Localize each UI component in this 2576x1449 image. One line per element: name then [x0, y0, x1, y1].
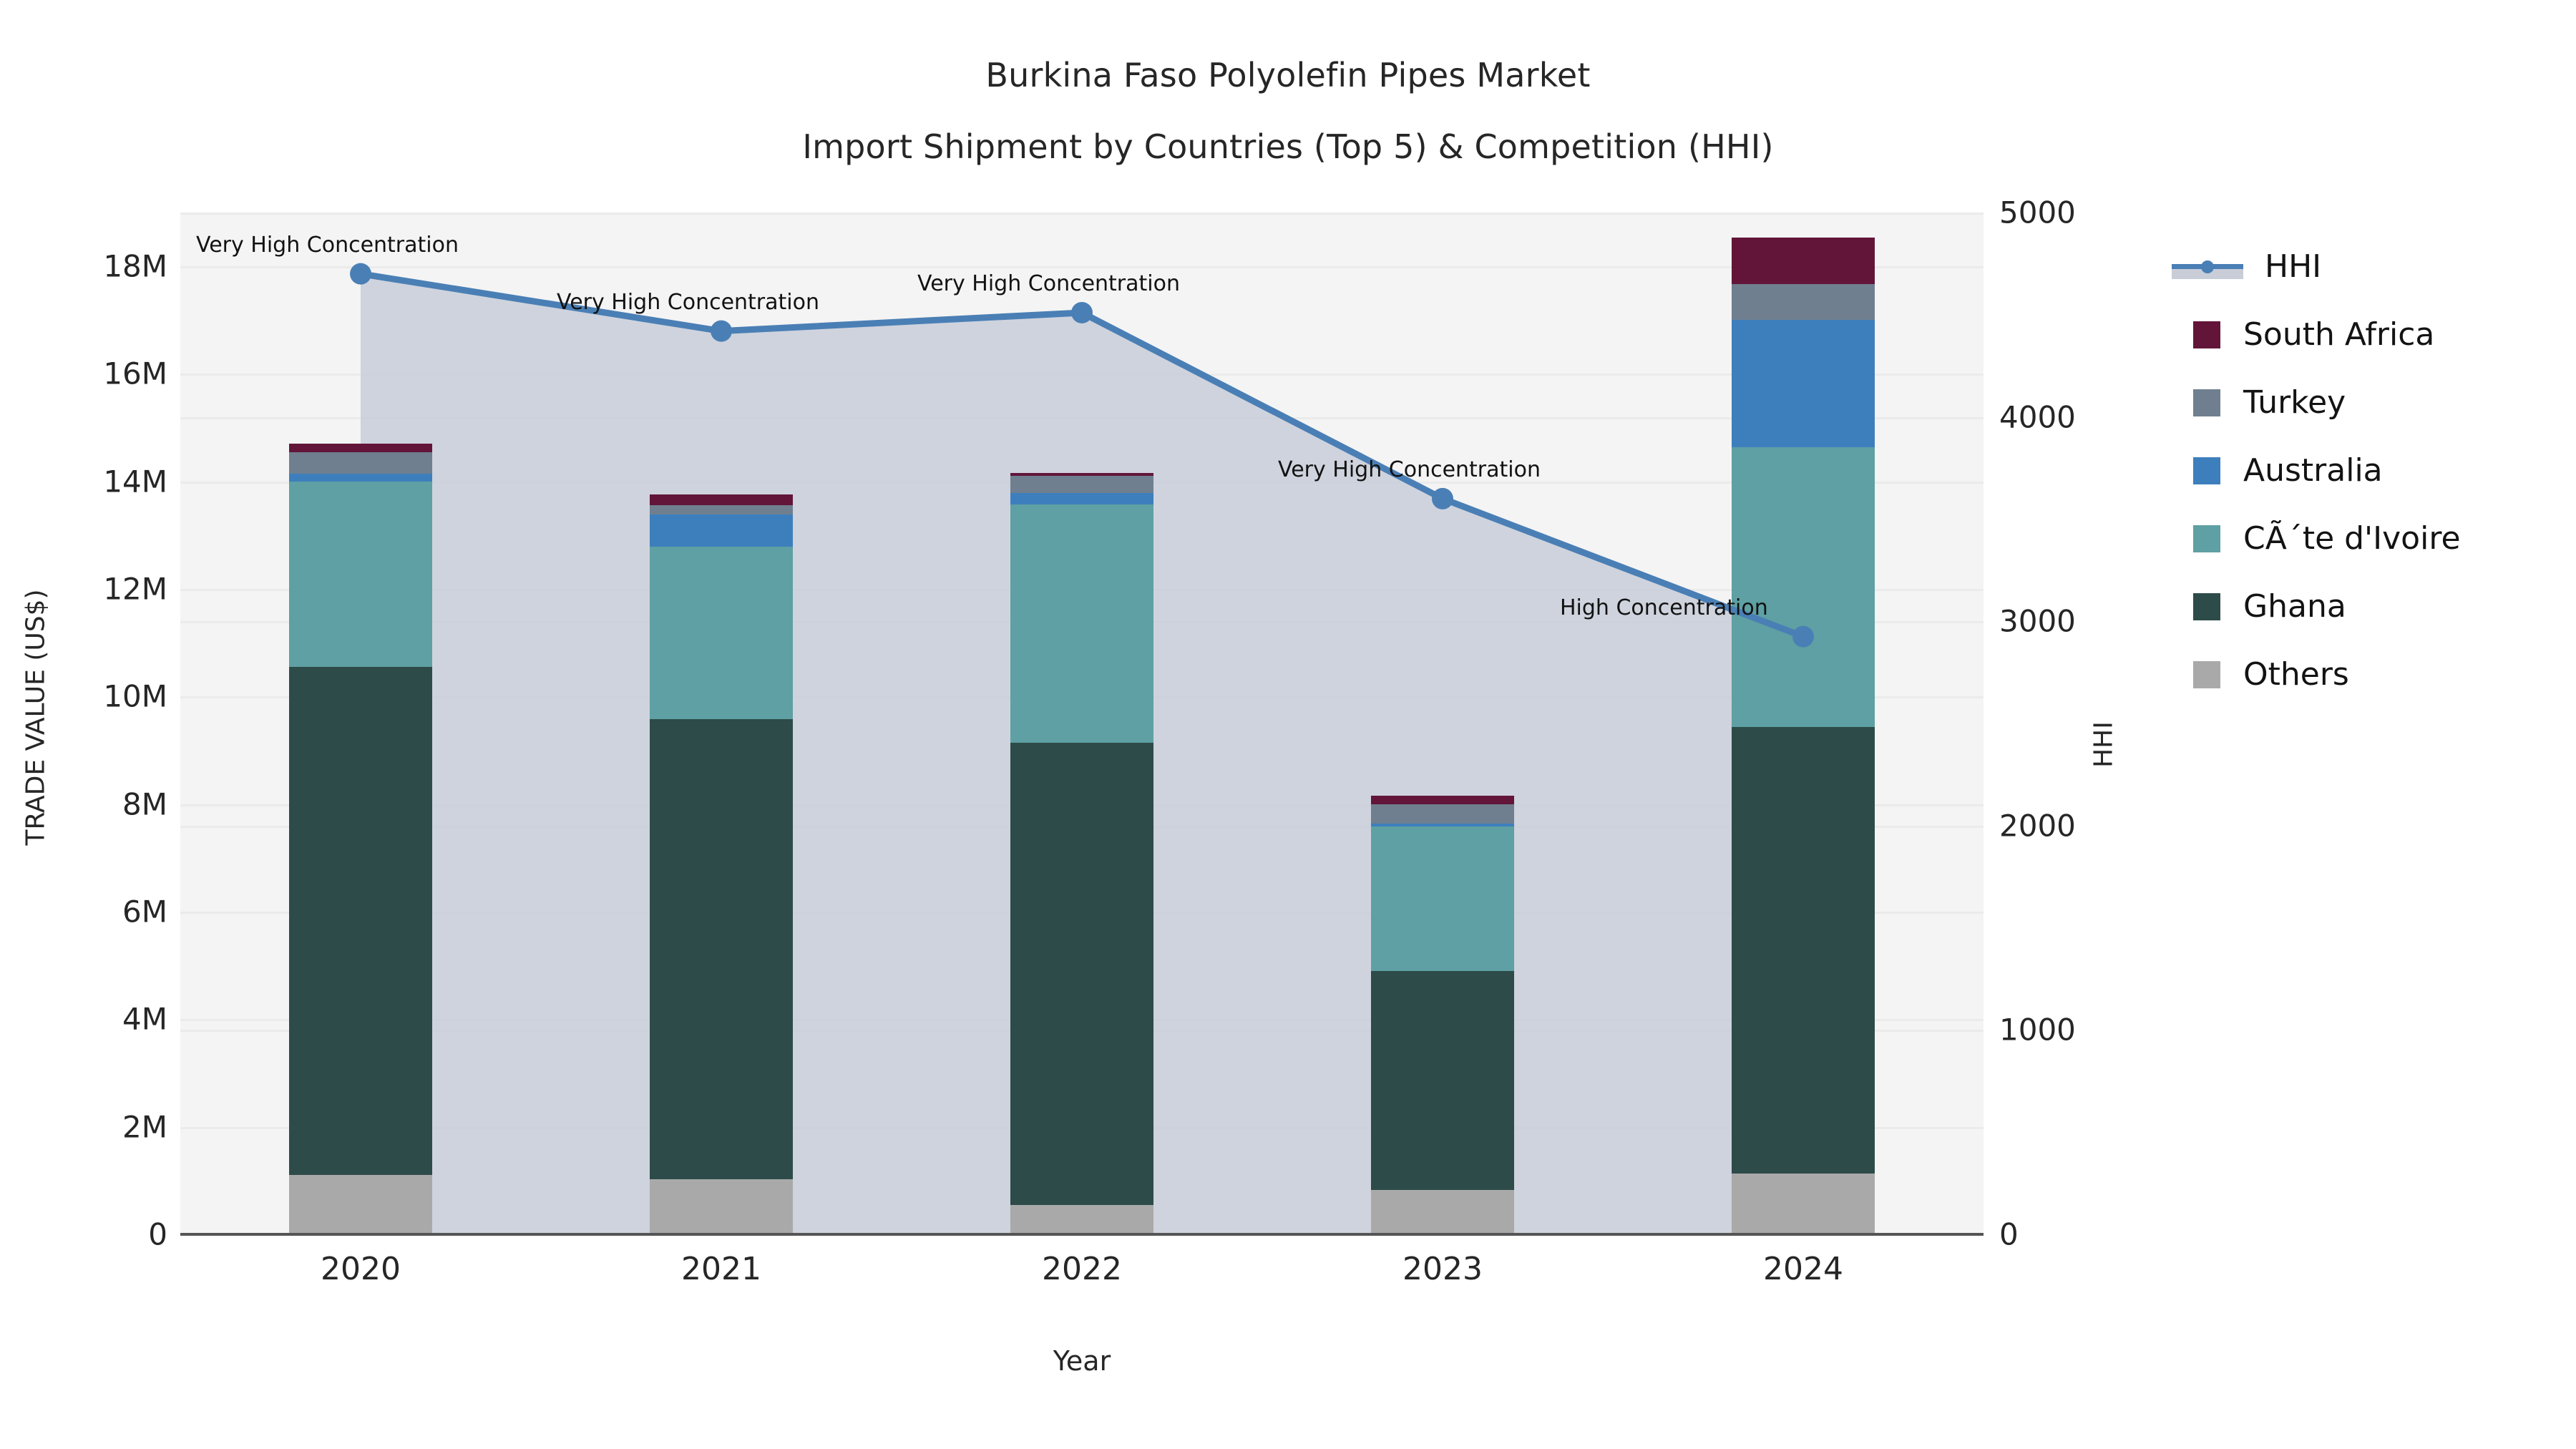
x-tick-2023: 2023 — [1402, 1251, 1483, 1287]
y-tick-right: 3000 — [1999, 603, 2076, 639]
gridline — [180, 266, 1984, 269]
y-tick-right: 4000 — [1999, 399, 2076, 435]
bar-segment-ghana[interactable] — [289, 667, 432, 1176]
bar-segment-others[interactable] — [1010, 1205, 1153, 1234]
bar-segment-others[interactable] — [1732, 1174, 1875, 1234]
bar-segment-turkey[interactable] — [650, 504, 793, 515]
bar-segment-turkey[interactable] — [1010, 476, 1153, 494]
legend-swatch — [2193, 660, 2220, 688]
bar-segment-others[interactable] — [1371, 1190, 1514, 1234]
y-axis-left-label: TRADE VALUE (US$) — [21, 589, 51, 846]
legend-label: Turkey — [2243, 384, 2346, 421]
legend-swatch — [2193, 592, 2220, 620]
bar-segment-australia[interactable] — [650, 514, 793, 547]
x-tick-2020: 2020 — [321, 1251, 401, 1287]
bar-segment-others[interactable] — [650, 1179, 793, 1234]
legend-label: HHI — [2265, 248, 2322, 285]
y-tick-left: 4M — [122, 1001, 167, 1037]
legend-item-c-te-d-ivoire[interactable]: CÃ´te d'Ivoire — [2172, 504, 2572, 572]
bar-segment-turkey[interactable] — [1371, 804, 1514, 824]
legend-swatch — [2193, 389, 2220, 416]
legend-line-marker — [2172, 253, 2243, 280]
y-axis-right-ticks: 0 1000 2000 3000 4000 5000 — [1996, 0, 2211, 1449]
bar-segment-ghana[interactable] — [1732, 726, 1875, 1174]
legend-item-others[interactable]: Others — [2172, 640, 2572, 708]
bar-2024[interactable] — [1732, 213, 1875, 1234]
x-axis-line — [180, 1233, 1984, 1236]
bar-2023[interactable] — [1371, 213, 1514, 1234]
legend-label: Others — [2243, 656, 2349, 693]
bar-segment-south-africa[interactable] — [1732, 237, 1875, 284]
y-tick-left: 8M — [122, 786, 167, 822]
y-tick-right: 5000 — [1999, 195, 2076, 230]
bar-2021[interactable] — [650, 213, 793, 1234]
y-tick-right: 0 — [1999, 1216, 2019, 1252]
chart-title: Burkina Faso Polyolefin Pipes Market — [985, 56, 1591, 94]
bar-segment-australia[interactable] — [1732, 319, 1875, 448]
y-tick-left: 10M — [103, 678, 167, 714]
y-tick-left: 12M — [103, 571, 167, 607]
bar-segment-australia[interactable] — [289, 474, 432, 482]
bar-segment-ghana[interactable] — [1010, 743, 1153, 1206]
legend-label: South Africa — [2243, 316, 2435, 353]
bar-segment-c-te-d-ivoire[interactable] — [1371, 826, 1514, 972]
y-axis-right-label: HHI — [2089, 721, 2119, 768]
y-tick-left: 18M — [103, 248, 167, 284]
bar-segment-c-te-d-ivoire[interactable] — [289, 481, 432, 668]
bar-segment-ghana[interactable] — [650, 718, 793, 1180]
bar-2022[interactable] — [1010, 213, 1153, 1234]
y-tick-left: 2M — [122, 1109, 167, 1145]
legend-swatch — [2193, 457, 2220, 484]
annotation-2024: High Concentration — [1560, 595, 1768, 620]
annotation-2020: Very High Concentration — [196, 232, 459, 258]
legend-item-ghana[interactable]: Ghana — [2172, 572, 2572, 640]
bar-segment-australia[interactable] — [1010, 493, 1153, 505]
legend: HHI South Africa Turkey Australia CÃ´te d'Iv… — [2172, 233, 2572, 708]
legend-label: CÃ´te d'Ivoire — [2243, 520, 2461, 557]
legend-swatch — [2193, 525, 2220, 552]
y-tick-left: 0 — [148, 1216, 167, 1252]
legend-label: Australia — [2243, 452, 2383, 489]
annotation-2022: Very High Concentration — [917, 270, 1180, 296]
bar-2020[interactable] — [289, 213, 432, 1234]
legend-swatch — [2193, 321, 2220, 348]
y-tick-left: 14M — [103, 464, 167, 499]
chart-subtitle: Import Shipment by Countries (Top 5) & C… — [802, 127, 1774, 166]
annotation-2023: Very High Concentration — [1278, 457, 1541, 482]
y-axis-left-ticks: 0 2M 4M 6M 8M 10M 12M 14M 16M 18M — [0, 0, 169, 1449]
y-tick-left: 16M — [103, 356, 167, 391]
x-tick-2021: 2021 — [681, 1251, 761, 1287]
bar-segment-others[interactable] — [289, 1175, 432, 1234]
x-tick-2022: 2022 — [1042, 1251, 1122, 1287]
gridline-right — [180, 213, 1984, 215]
x-axis-label: Year — [1053, 1345, 1111, 1377]
bar-segment-australia[interactable] — [1371, 823, 1514, 827]
bar-segment-ghana[interactable] — [1371, 971, 1514, 1191]
bar-segment-south-africa[interactable] — [650, 494, 793, 505]
y-tick-right: 1000 — [1999, 1012, 2076, 1048]
annotation-2021: Very High Concentration — [557, 289, 819, 315]
y-tick-right: 2000 — [1999, 808, 2076, 844]
bar-segment-south-africa[interactable] — [1371, 796, 1514, 804]
legend-item-turkey[interactable]: Turkey — [2172, 369, 2572, 436]
bar-segment-south-africa[interactable] — [289, 444, 432, 453]
legend-item-hhi[interactable]: HHI — [2172, 233, 2572, 301]
legend-label: Ghana — [2243, 588, 2346, 625]
bar-segment-turkey[interactable] — [1732, 283, 1875, 320]
bar-segment-c-te-d-ivoire[interactable] — [1732, 447, 1875, 727]
bar-segment-c-te-d-ivoire[interactable] — [650, 547, 793, 719]
bar-segment-south-africa[interactable] — [1010, 472, 1153, 477]
legend-line-dot — [2201, 260, 2214, 273]
legend-item-australia[interactable]: Australia — [2172, 436, 2572, 504]
legend-item-south-africa[interactable]: South Africa — [2172, 301, 2572, 369]
bar-segment-turkey[interactable] — [289, 452, 432, 474]
x-tick-2024: 2024 — [1763, 1251, 1843, 1287]
bar-segment-c-te-d-ivoire[interactable] — [1010, 504, 1153, 743]
y-tick-left: 6M — [122, 894, 167, 930]
